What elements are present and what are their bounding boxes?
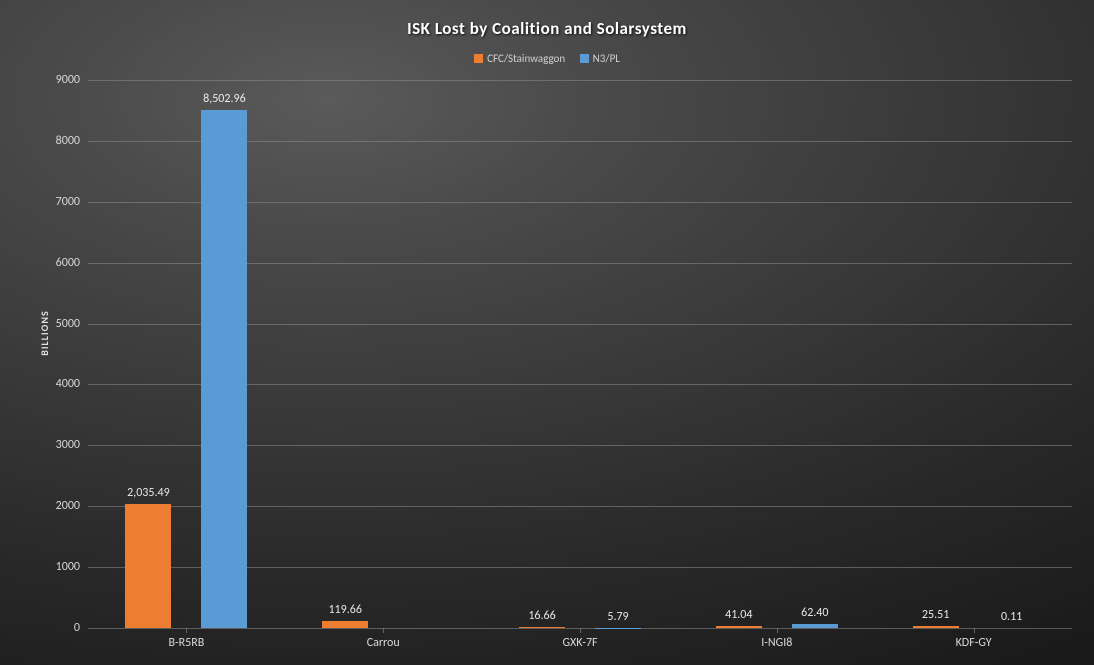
legend-item-series-1: N3/PL xyxy=(580,52,620,65)
bar-value-label: 25.51 xyxy=(922,608,949,622)
legend-swatch-1 xyxy=(580,54,589,63)
x-tick-label: GXK-7F xyxy=(562,636,597,650)
bar-value-label: 2,035.49 xyxy=(127,486,170,500)
y-tick-label: 5000 xyxy=(56,317,80,331)
bar-value-label: 0.11 xyxy=(1001,610,1022,624)
bar-value-label: 16.66 xyxy=(528,609,555,623)
y-tick-label: 0 xyxy=(74,621,80,635)
y-tick-label: 3000 xyxy=(56,438,80,452)
x-tick xyxy=(777,628,778,633)
bar: 16.66 xyxy=(519,627,565,628)
chart-legend: CFC/Stainwaggon N3/PL xyxy=(0,52,1094,66)
bar-value-label: 119.66 xyxy=(328,603,361,617)
bar: 41.04 xyxy=(716,626,762,628)
y-axis-title: BILLIONS xyxy=(38,310,51,355)
bar-value-label: 62.40 xyxy=(801,606,828,620)
x-tick xyxy=(186,628,187,633)
legend-item-series-0: CFC/Stainwaggon xyxy=(474,52,565,65)
x-tick-label: KDF-GY xyxy=(956,636,992,650)
bar: 119.66 xyxy=(322,621,368,628)
y-tick-label: 7000 xyxy=(56,195,80,209)
y-tick-label: 2000 xyxy=(56,499,80,513)
bar-value-label: 41.04 xyxy=(725,608,752,622)
y-tick-label: 8000 xyxy=(56,134,80,148)
plot-area: 0100020003000400050006000700080009000B-R… xyxy=(88,80,1072,628)
legend-label-1: N3/PL xyxy=(593,52,620,65)
bar: 2,035.49 xyxy=(125,504,171,628)
gridline xyxy=(88,80,1072,81)
x-tick xyxy=(580,628,581,633)
legend-swatch-0 xyxy=(474,54,483,63)
legend-label-0: CFC/Stainwaggon xyxy=(487,52,565,65)
bar: 62.40 xyxy=(792,624,838,628)
y-tick-label: 6000 xyxy=(56,256,80,270)
y-tick-label: 9000 xyxy=(56,73,80,87)
bar: 25.51 xyxy=(913,626,959,628)
x-tick-label: I-NGI8 xyxy=(761,636,792,650)
bar-value-label: 5.79 xyxy=(607,610,628,624)
x-tick xyxy=(383,628,384,633)
x-tick xyxy=(974,628,975,633)
bar: 8,502.96 xyxy=(201,110,247,628)
chart-container: ISK Lost by Coalition and Solarsystem CF… xyxy=(0,0,1094,665)
bar-value-label: 8,502.96 xyxy=(203,92,246,106)
y-tick-label: 4000 xyxy=(56,377,80,391)
y-tick-label: 1000 xyxy=(56,560,80,574)
chart-title: ISK Lost by Coalition and Solarsystem xyxy=(0,18,1094,39)
x-tick-label: B-R5RB xyxy=(168,636,204,650)
x-tick-label: Carrou xyxy=(367,636,400,650)
